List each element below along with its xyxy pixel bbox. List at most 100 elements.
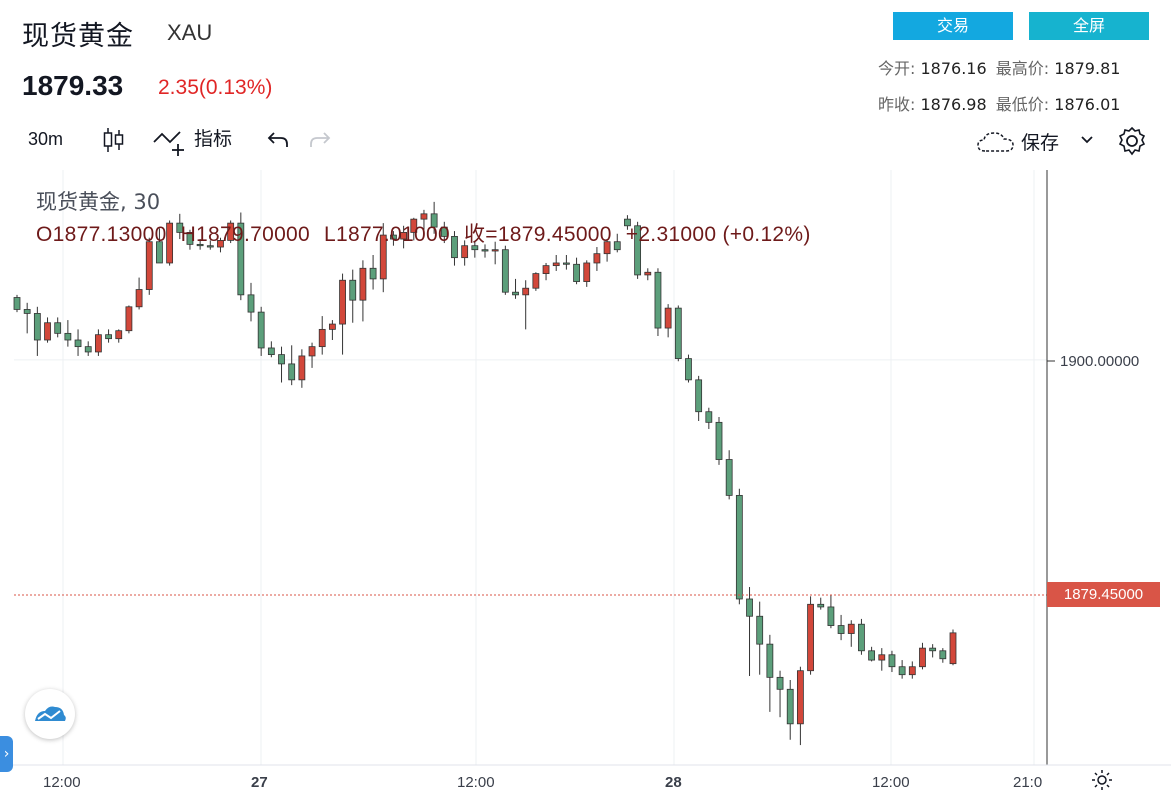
symbol-code: XAU [167, 20, 213, 45]
candle-body [491, 249, 499, 252]
candle-body [400, 232, 408, 240]
x-tick-label: 12:00 [43, 774, 81, 791]
logo-icon[interactable] [25, 689, 75, 739]
time-axis-settings-icon[interactable] [1090, 768, 1114, 796]
redo-icon[interactable] [308, 130, 332, 155]
candle-body [440, 226, 448, 237]
candle-body [868, 650, 876, 661]
series-label[interactable]: 现货黄金, 30 [36, 186, 160, 216]
trade-button[interactable]: 交易 [893, 12, 1013, 40]
candle-body [542, 265, 550, 274]
candle-body [776, 676, 784, 690]
candle-body [573, 263, 580, 282]
high-label: 最高价: [995, 59, 1050, 78]
candle-body [298, 355, 306, 381]
chevron-down-icon[interactable] [1080, 130, 1094, 152]
fullscreen-button[interactable]: 全屏 [1029, 12, 1149, 40]
price-change: 2.35(0.13%) [158, 76, 273, 99]
x-tick-label: 12:00 [872, 774, 910, 791]
candle-body [430, 213, 438, 228]
save-label: 保存 [1021, 132, 1060, 154]
prev-close-label: 昨收: [878, 95, 916, 114]
series-label-text: 现货黄金, 30 [36, 190, 161, 214]
candle-body [766, 643, 774, 678]
candle-body [451, 236, 458, 259]
candle-body [786, 688, 794, 725]
candle-body [125, 306, 133, 332]
candle-body [827, 606, 835, 626]
candle-body [583, 262, 591, 282]
candle-body [501, 249, 509, 293]
legend-close: 收=1879.45000 [463, 223, 612, 246]
candle-body [807, 603, 814, 672]
candle-body [695, 379, 703, 413]
candle-body [369, 267, 377, 280]
candle-body [176, 222, 184, 233]
candle-body [664, 307, 672, 329]
candle-body [328, 323, 336, 330]
candle-body [44, 322, 51, 341]
candle-body [705, 411, 713, 423]
candle-body [552, 262, 560, 267]
open-label: 今开: [878, 59, 916, 78]
gear-icon[interactable] [1116, 125, 1148, 162]
indicators-button[interactable]: 指标 [152, 126, 232, 156]
candle-body [919, 647, 926, 668]
ohlc-legend: O1877.13000 H1879.70000 L1877.01000 收=1879.… [36, 218, 825, 248]
candle-body [308, 346, 316, 357]
candle-body [227, 222, 235, 241]
candle-body [135, 289, 143, 308]
candle-body [674, 307, 682, 359]
candle-body [512, 291, 519, 296]
x-tick-label: 28 [665, 774, 682, 791]
candle-body [471, 245, 479, 251]
candle-body [247, 294, 255, 313]
candle-body [929, 647, 937, 652]
candle-body [74, 339, 82, 348]
candle-body [562, 262, 570, 265]
candle-body [613, 241, 621, 251]
candle-body [166, 222, 174, 264]
candle-body [288, 363, 296, 381]
candle-body [735, 494, 743, 600]
candle-body [715, 421, 723, 460]
candle-body [156, 241, 163, 264]
save-button[interactable]: 保存 [977, 128, 1059, 155]
candle-body [257, 311, 265, 349]
candle-body [186, 232, 194, 245]
page-title: 现货黄金 [22, 21, 134, 52]
candle-body [267, 347, 275, 356]
candle-body [603, 241, 611, 255]
candle-body [725, 459, 733, 496]
candle-body [685, 358, 692, 381]
candle-body [481, 249, 489, 252]
open-stat: 今开: 1876.16 最高价: 1879.81 [878, 55, 1120, 79]
candle-body [33, 313, 41, 341]
expand-panel-icon[interactable]: › [0, 736, 13, 772]
cloud-icon [977, 131, 1014, 152]
candle-body [908, 666, 916, 676]
candle-body [217, 239, 224, 248]
candle-body [847, 623, 855, 634]
candle-body [888, 654, 896, 668]
candle-body [756, 615, 764, 645]
candles-group [13, 201, 957, 746]
candle-body [654, 271, 662, 329]
last-price-label: 1879.45000 [1047, 582, 1160, 607]
candle-body [196, 243, 204, 247]
low-label: 最低价: [995, 95, 1050, 114]
interval-selector[interactable]: 30m [28, 129, 64, 149]
legend-high: H1879.70000 [180, 223, 311, 246]
candle-body [13, 297, 21, 310]
high-value: 1879.81 [1054, 59, 1121, 78]
candles-icon[interactable] [102, 126, 126, 159]
candle-body [359, 267, 367, 301]
candle-body [949, 632, 957, 665]
candle-body [23, 309, 31, 314]
candle-body [278, 354, 285, 365]
legend-change: +2.31000 (+0.12%) [625, 223, 811, 246]
candle-body [390, 234, 397, 240]
candle-body [410, 218, 418, 233]
undo-icon[interactable] [266, 130, 290, 155]
candlestick-chart[interactable] [0, 170, 1171, 795]
